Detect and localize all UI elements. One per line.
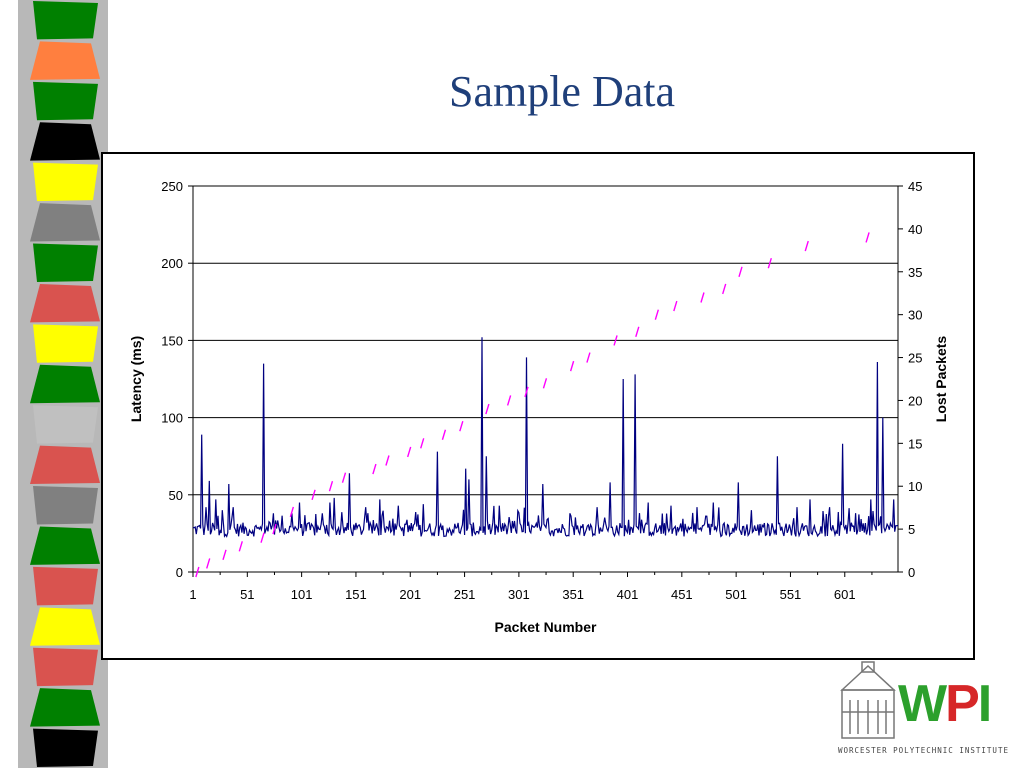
lost-packets-point: [272, 523, 277, 535]
lost-packets-point: [613, 335, 618, 346]
lost-packets-point: [524, 386, 529, 398]
strip-band: [33, 1, 98, 40]
lost-packets-point: [804, 240, 809, 252]
x-tick-label: 51: [240, 587, 254, 602]
strip-band: [33, 566, 98, 606]
slide-title: Sample Data: [448, 67, 676, 116]
lost-packets-point: [238, 541, 243, 552]
y-axis-label: Latency (ms): [128, 336, 144, 422]
lost-packets-point: [407, 446, 412, 458]
strip-band: [33, 486, 98, 525]
x-tick-label: 201: [399, 587, 421, 602]
lost-packets-point: [206, 558, 211, 569]
strip-band: [33, 647, 98, 687]
latency-series-line: [192, 337, 899, 538]
x-tick-label: 1: [189, 587, 196, 602]
strip-band: [33, 405, 98, 444]
x-tick-label: 601: [834, 587, 856, 602]
strip-band: [30, 445, 100, 485]
y-tick-label: 100: [161, 411, 183, 426]
y2-tick-label: 0: [908, 565, 915, 580]
lost-packets-point: [341, 472, 347, 483]
strip-band: [33, 243, 98, 282]
strip-band: [30, 122, 100, 161]
logo-letter-i: I: [977, 675, 993, 733]
x-axis-label: Packet Number: [495, 619, 597, 635]
lost-packets-point: [767, 257, 772, 269]
lost-packets-point: [485, 403, 490, 415]
y-tick-label: 250: [161, 179, 183, 194]
logo-caption: WORCESTER POLYTECHNIC INSTITUTE: [838, 746, 1009, 755]
y2-tick-label: 40: [908, 222, 922, 237]
strip-band: [30, 41, 100, 80]
y2-tick-label: 5: [908, 522, 915, 537]
y-tick-label: 0: [176, 565, 183, 580]
lost-packets-point: [700, 292, 705, 303]
lost-packets-point: [195, 566, 200, 578]
y2-tick-label: 30: [908, 308, 922, 323]
lost-packets-point: [459, 420, 464, 432]
lost-packets-point: [635, 326, 640, 338]
lost-packets-point: [441, 429, 447, 440]
lost-packets-point: [311, 489, 316, 501]
lost-packets-point: [738, 266, 743, 277]
wpi-wordmark: WPI: [898, 675, 993, 733]
x-tick-label: 251: [454, 587, 476, 602]
lost-packets-point: [372, 463, 377, 475]
strip-band: [30, 283, 100, 323]
strip-band: [30, 607, 100, 646]
strip-band: [33, 728, 98, 767]
logo-letter-p: P: [945, 675, 980, 733]
y2-tick-label: 35: [908, 265, 922, 280]
lost-packets-point: [260, 532, 265, 543]
lost-packets-point: [865, 232, 870, 243]
y2-tick-label: 20: [908, 393, 922, 408]
strip-band: [33, 81, 98, 121]
lost-packets-point: [673, 300, 678, 312]
building-icon: [840, 661, 896, 739]
lost-packets-point: [222, 549, 227, 561]
strip-band: [30, 364, 100, 404]
y2-tick-label: 25: [908, 351, 922, 366]
x-tick-label: 101: [291, 587, 313, 602]
y2-tick-label: 15: [908, 436, 922, 451]
y2-axis-label: Lost Packets: [933, 336, 949, 423]
x-tick-label: 501: [725, 587, 747, 602]
lost-packets-point: [722, 283, 727, 295]
lost-packets-point: [289, 506, 295, 518]
lost-packets-point: [420, 438, 425, 449]
x-tick-label: 551: [780, 587, 802, 602]
chart-frame: 0 50 100 150 200 250 0 5 10 15 20 25 30 35 40 45 1 51 101 1…: [101, 152, 975, 660]
x-tick-label: 451: [671, 587, 693, 602]
x-tick-label: 301: [508, 587, 530, 602]
x-tick-label: 151: [345, 587, 367, 602]
y2-tick-label: 45: [908, 179, 922, 194]
lost-packets-point: [506, 395, 512, 406]
x-tick-label: 351: [562, 587, 584, 602]
y-tick-label: 150: [161, 333, 183, 348]
y-tick-label: 50: [169, 488, 183, 503]
x-tick-label: 401: [617, 587, 639, 602]
lost-packets-point: [586, 352, 591, 363]
y-tick-label: 200: [161, 256, 183, 271]
strip-band: [30, 688, 100, 727]
strip-band: [30, 526, 100, 565]
decorative-color-strip: [30, 1, 100, 767]
lost-packets-point: [654, 309, 660, 320]
logo-letter-w: W: [898, 675, 947, 733]
lost-packets-point: [542, 378, 548, 389]
wpi-logo: WPI WORCESTER POLYTECHNIC INSTITUTE: [836, 660, 1011, 760]
y2-tick-label: 10: [908, 479, 922, 494]
lost-packets-point: [569, 360, 575, 372]
lost-packets-point: [385, 455, 390, 466]
strip-band: [30, 203, 100, 242]
lost-packets-point: [328, 481, 334, 492]
strip-band: [33, 324, 98, 363]
strip-band: [33, 162, 98, 202]
